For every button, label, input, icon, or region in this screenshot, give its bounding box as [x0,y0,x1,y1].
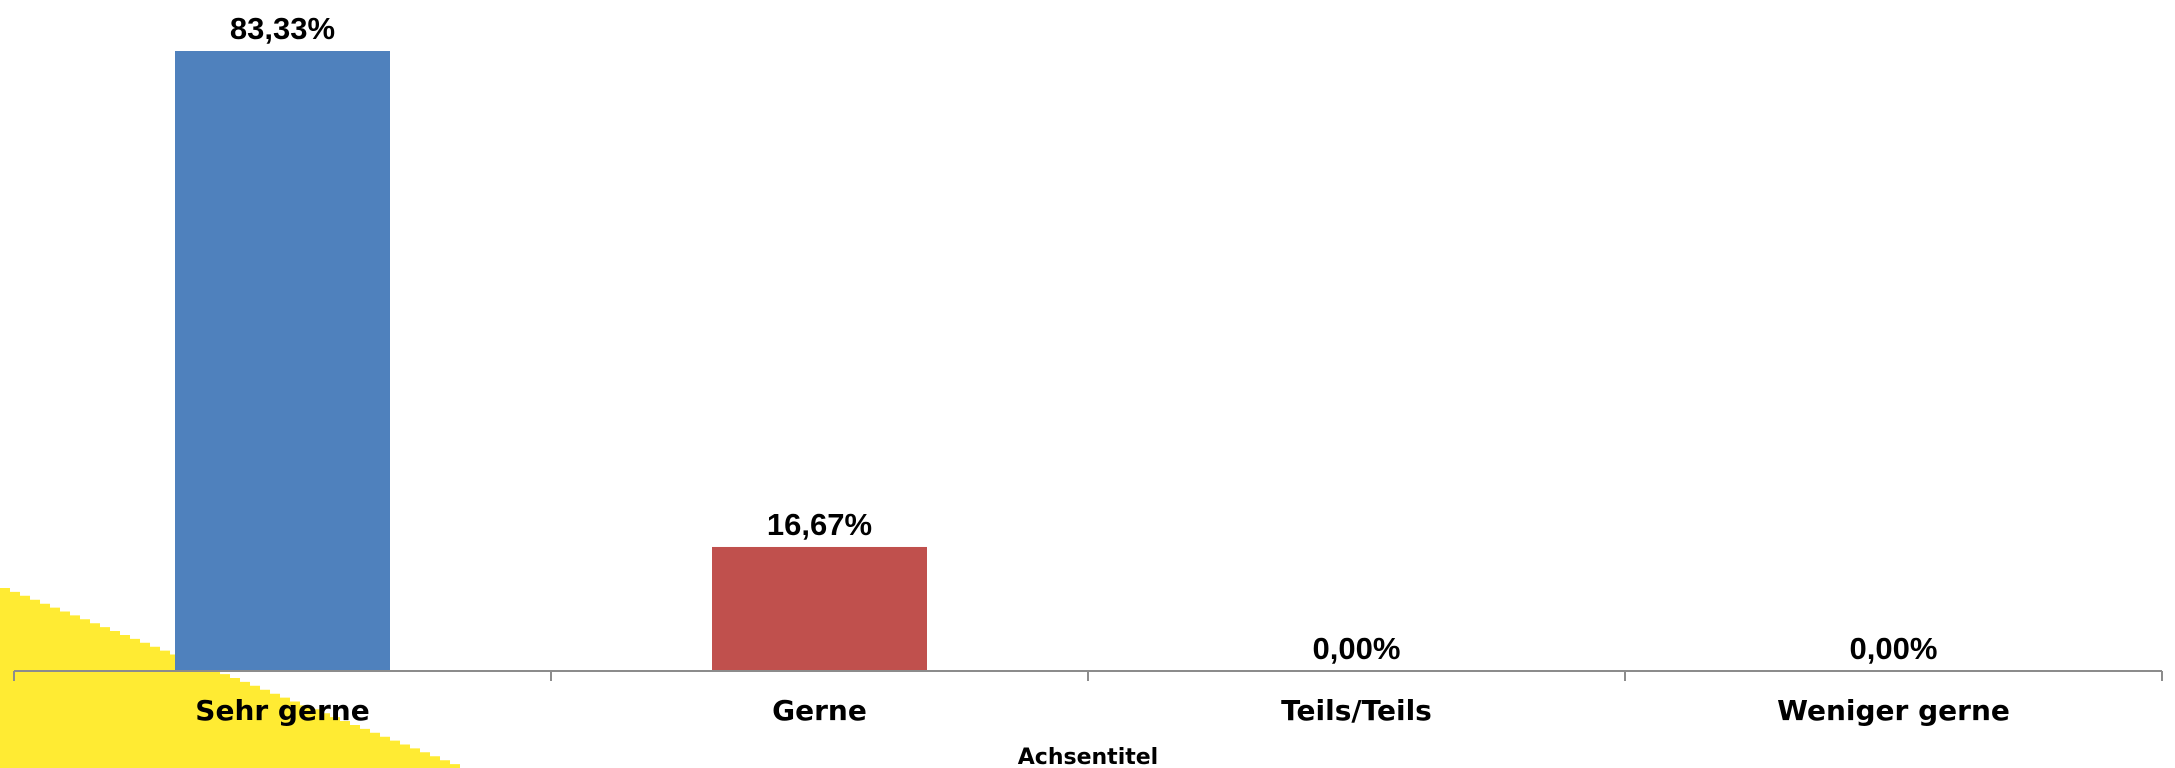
x-axis [13,670,2163,681]
yellow-corner-decoration [0,588,460,768]
data-label: 0,00% [1850,631,1938,666]
x-tick-label: Gerne [772,694,867,727]
labels: 83,33% Sehr gerne 16,67% Gerne 0,00% Teils/Te… [195,11,2010,727]
x-tick-label: Teils/Teils [1281,694,1432,727]
data-label: 0,00% [1313,631,1401,666]
x-tick-label: Sehr gerne [195,694,369,727]
data-label: 16,67% [767,507,872,542]
x-tick-label: Weniger gerne [1777,694,2010,727]
bar [712,546,927,671]
data-label: 83,33% [230,11,335,46]
yellow-stepped-shape [0,588,460,768]
x-axis-title: Achsentitel [1018,745,1158,768]
bars [175,51,927,671]
bar [175,51,390,671]
